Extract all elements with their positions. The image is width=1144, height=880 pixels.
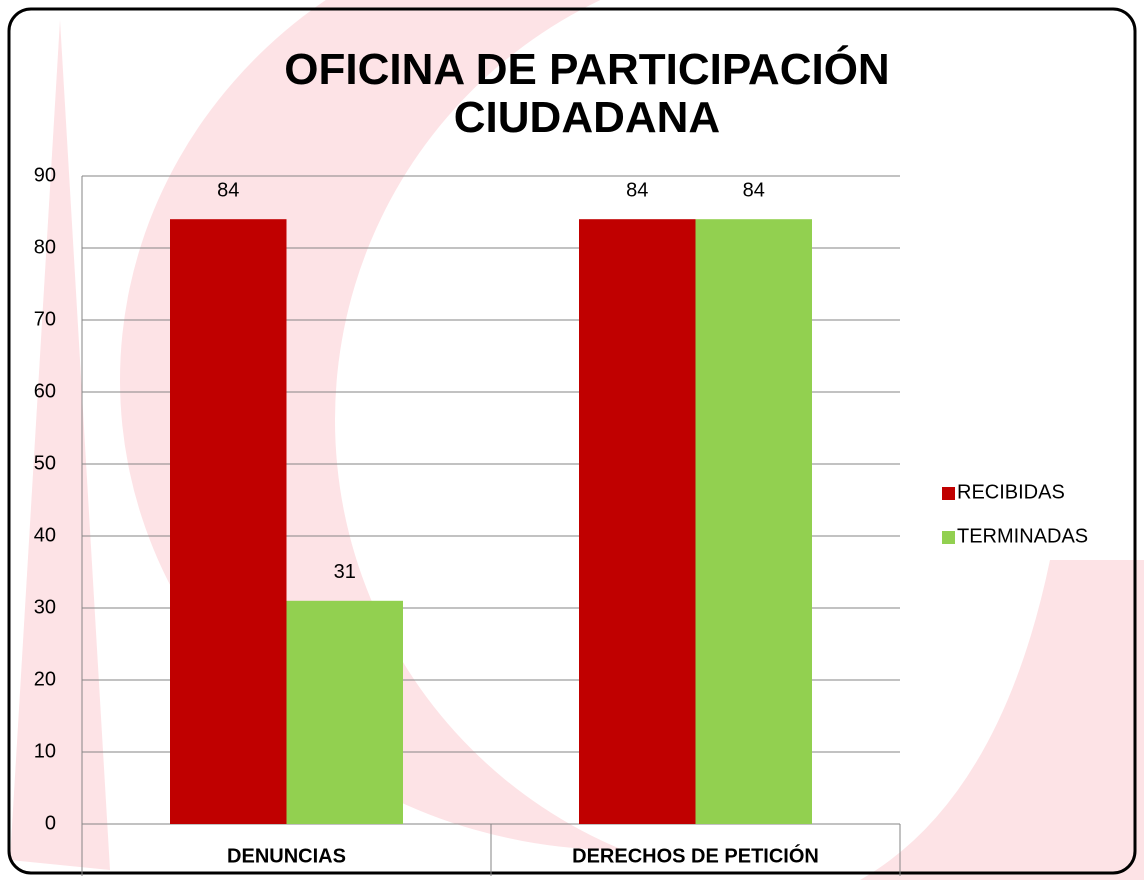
y-tick-label: 10 [34, 740, 56, 762]
y-tick-label: 60 [34, 380, 56, 402]
legend-swatch [942, 487, 955, 500]
x-tick-label: DERECHOS DE PETICIÓN [572, 843, 819, 867]
legend-swatch [942, 531, 955, 544]
data-label: 84 [743, 179, 765, 201]
y-tick-label: 30 [34, 596, 56, 618]
legend-label: TERMINADAS [957, 525, 1088, 547]
y-tick-label: 50 [34, 452, 56, 474]
y-tick-label: 0 [45, 812, 56, 834]
data-label: 84 [217, 179, 239, 201]
y-tick-label: 20 [34, 668, 56, 690]
y-tick-label: 80 [34, 236, 56, 258]
bar [695, 219, 812, 824]
legend-label: RECIBIDAS [957, 481, 1065, 503]
chart-border [7, 7, 1137, 875]
x-tick-label: DENUNCIAS [227, 845, 346, 867]
bar [286, 600, 403, 824]
data-label: 84 [626, 179, 648, 201]
bar [579, 219, 696, 824]
chart-title: OFICINA DE PARTICIPACIÓN CIUDADANA [284, 44, 889, 142]
data-label: 31 [334, 561, 356, 583]
bar [170, 219, 287, 824]
y-tick-label: 70 [34, 308, 56, 330]
y-tick-label: 90 [34, 164, 56, 186]
y-tick-label: 40 [34, 524, 56, 546]
